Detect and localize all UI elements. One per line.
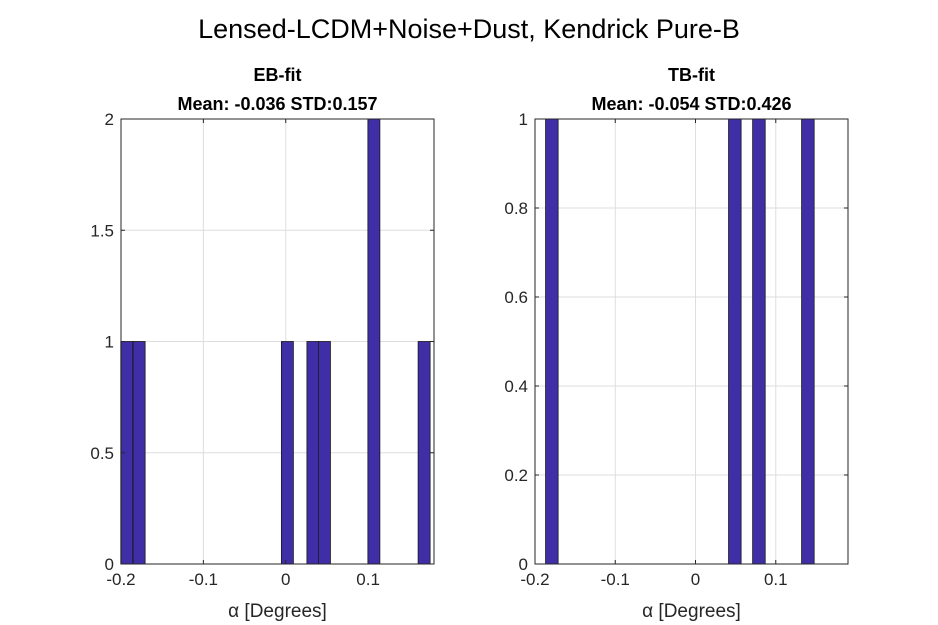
axes-panel-1: -0.2 -0.1 0 0.1 0 0.5 1 1.5 2 EB-fit Mean: -0.036 … [90,65,435,622]
y-tick-label: 0.5 [90,444,114,463]
panel-title: TB-fit [668,65,715,85]
y-tick-label: 2 [105,110,114,129]
histogram-bar [306,341,320,565]
panel-subtitle: Mean: -0.036 STD:0.157 [177,94,377,114]
y-tick-label: 0.4 [504,377,528,396]
y-tick-label: 0.6 [504,288,528,307]
panel-subtitle: Mean: -0.054 STD:0.426 [591,94,791,114]
y-tick-label: 0 [519,555,528,574]
x-tick-label: -0.2 [520,570,549,589]
axes-box [534,118,849,565]
panel-title: EB-fit [254,65,302,85]
histogram-bar [728,118,742,565]
axes-panel-2: -0.2 -0.1 0 0.1 0 0.2 0.4 0.6 0.8 1 TB-fit Mean: -0… [504,65,849,622]
plot-area [535,119,848,564]
histogram-bar [367,118,381,565]
y-tick-label: 1 [519,110,528,129]
histogram-bar [545,118,559,565]
x-tick-label: 0.1 [356,570,380,589]
histogram-bar [280,341,294,565]
x-tick-label: -0.1 [189,570,218,589]
x-tick-label: 0 [281,570,290,589]
histogram-bar [417,341,431,565]
y-tick-label: 1 [105,333,114,352]
x-tick-label: -0.1 [601,570,630,589]
x-axis-label: α [Degrees] [642,601,741,622]
x-axis-label: α [Degrees] [228,601,327,622]
histogram-bar [752,118,766,565]
y-tick-label: 1.5 [90,221,114,240]
x-tick-label: 0.1 [764,570,788,589]
histogram-bar [318,341,331,565]
histogram-bar [801,118,815,565]
figure-title: Lensed-LCDM+Noise+Dust, Kendrick Pure-B [198,14,740,44]
y-tick-label: 0.8 [504,199,528,218]
x-tick-label: -0.2 [106,570,135,589]
y-tick-label: 0 [105,555,114,574]
y-tick-label: 0.2 [504,466,528,485]
x-tick-label: 0 [691,570,700,589]
histogram-bar [132,341,146,565]
